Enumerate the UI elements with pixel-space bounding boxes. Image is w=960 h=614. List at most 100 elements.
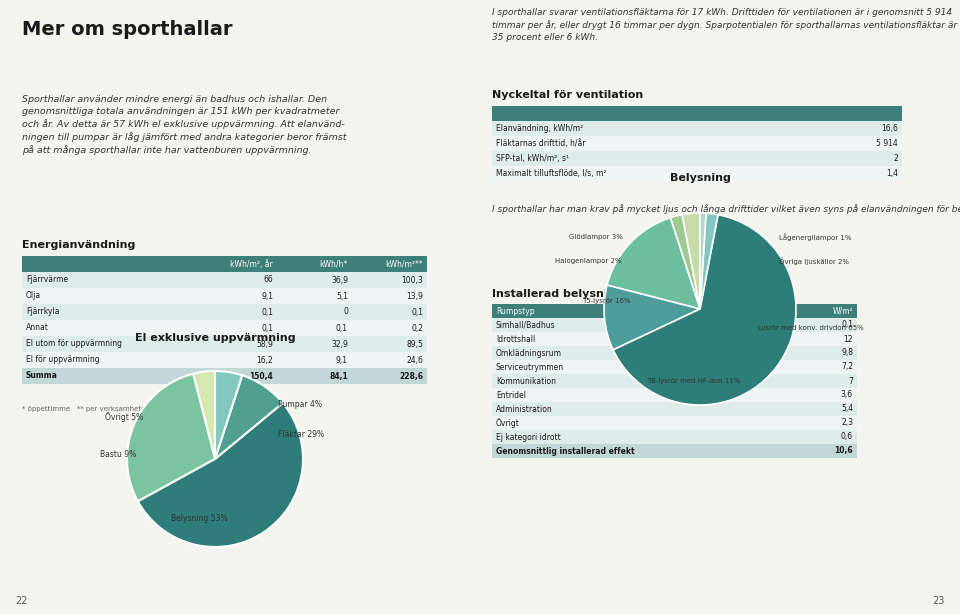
Text: 0,1: 0,1 [336, 324, 348, 333]
Bar [492, 166, 902, 181]
Text: Genomsnittlig installerad effekt: Genomsnittlig installerad effekt [496, 446, 635, 456]
Text: Kommunikation: Kommunikation [496, 376, 556, 386]
Text: 12: 12 [844, 335, 853, 343]
Text: Lågenergilampor 1%: Lågenergilampor 1% [779, 233, 852, 241]
Bar [492, 402, 857, 416]
Wedge shape [215, 375, 283, 459]
Bar [352, 352, 427, 368]
Text: Pumpar 4%: Pumpar 4% [278, 400, 323, 409]
Wedge shape [607, 218, 700, 309]
Text: Omklädningsrum: Omklädningsrum [496, 349, 562, 357]
Text: Maximalt tilluftsflöde, l/s, m²: Maximalt tilluftsflöde, l/s, m² [496, 169, 607, 178]
Text: T8-lysrör med HF-don 11%: T8-lysrör med HF-don 11% [647, 378, 741, 384]
Text: 32,9: 32,9 [331, 340, 348, 349]
Bar [492, 374, 857, 388]
Wedge shape [682, 213, 700, 309]
Text: 36,9: 36,9 [331, 276, 348, 284]
Text: 5,4: 5,4 [841, 405, 853, 413]
Bar [277, 336, 352, 352]
Bar [192, 256, 277, 272]
Bar [277, 256, 352, 272]
Text: 10,6: 10,6 [834, 446, 853, 456]
Bar [352, 368, 427, 384]
Text: Rumpstyp: Rumpstyp [496, 306, 535, 316]
Text: El för uppvärmning: El för uppvärmning [26, 356, 100, 365]
Bar [22, 352, 192, 368]
Title: El exklusive uppvärmning: El exklusive uppvärmning [134, 333, 296, 343]
Bar [352, 320, 427, 336]
Bar [277, 304, 352, 320]
Text: Övrigt: Övrigt [496, 418, 520, 428]
Bar [277, 320, 352, 336]
Text: 0,6: 0,6 [841, 432, 853, 441]
Text: Annat: Annat [26, 324, 49, 333]
Text: Övriga ljuskällor 2%: Övriga ljuskällor 2% [779, 257, 849, 265]
Text: Idrottshall: Idrottshall [496, 335, 536, 343]
Text: I sporthallar har man krav på mycket ljus och långa drifttider vilket även syns : I sporthallar har man krav på mycket lju… [492, 204, 960, 214]
Wedge shape [700, 213, 718, 309]
Bar [492, 388, 857, 402]
Wedge shape [215, 371, 242, 459]
Text: T5-lysrör 16%: T5-lysrör 16% [583, 298, 631, 305]
Bar [492, 360, 857, 374]
Text: 66: 66 [263, 276, 273, 284]
Bar [492, 151, 902, 166]
Text: Halogenlampor 2%: Halogenlampor 2% [555, 258, 621, 264]
Text: Sporthallar använder mindre energi än badhus och ishallar. Den
genomsnittliga to: Sporthallar använder mindre energi än ba… [22, 95, 347, 155]
Bar [492, 304, 857, 318]
Bar [192, 352, 277, 368]
Text: 150,4: 150,4 [250, 371, 273, 381]
Text: Simhall/Badhus: Simhall/Badhus [496, 321, 556, 330]
Bar [352, 288, 427, 304]
Bar [22, 336, 192, 352]
Text: 5 914: 5 914 [876, 139, 898, 148]
Text: * öppettimme   ** per verksamhetsyta: * öppettimme ** per verksamhetsyta [22, 406, 156, 412]
Bar [192, 288, 277, 304]
Text: 7,2: 7,2 [841, 362, 853, 371]
Text: 0,1: 0,1 [261, 324, 273, 333]
Bar [277, 288, 352, 304]
Bar [352, 272, 427, 288]
Bar [277, 272, 352, 288]
Text: Administration: Administration [496, 405, 553, 413]
Wedge shape [604, 285, 700, 350]
Bar [492, 346, 857, 360]
Text: 58,9: 58,9 [256, 340, 273, 349]
Bar [352, 304, 427, 320]
Text: Lysrör med konv. drivdon 65%: Lysrör med konv. drivdon 65% [757, 325, 863, 331]
Bar [492, 332, 857, 346]
Title: Belysning: Belysning [669, 173, 731, 183]
Bar [22, 256, 192, 272]
Text: I sporthallar svarar ventilationsfläktarna för 17 kWh. Drifttiden för ventilatio: I sporthallar svarar ventilationsfläktar… [492, 8, 957, 42]
Wedge shape [193, 371, 215, 459]
Wedge shape [700, 213, 706, 309]
Text: kWh/h*: kWh/h* [320, 260, 348, 268]
Bar [277, 368, 352, 384]
Text: 16,6: 16,6 [881, 124, 898, 133]
Bar [492, 444, 857, 458]
Bar [22, 272, 192, 288]
Bar [22, 368, 192, 384]
Bar [352, 336, 427, 352]
Bar [277, 352, 352, 368]
Text: Elanvändning, kWh/m²: Elanvändning, kWh/m² [496, 124, 584, 133]
Text: Mer om sporthallar: Mer om sporthallar [22, 20, 232, 39]
Bar [192, 320, 277, 336]
Text: Summa: Summa [26, 371, 58, 381]
Text: 2: 2 [893, 154, 898, 163]
Text: kWh/m²**: kWh/m²** [385, 260, 423, 268]
Text: 0,1: 0,1 [261, 308, 273, 316]
Bar [22, 288, 192, 304]
Text: 1,4: 1,4 [886, 169, 898, 178]
Text: Energianvändning: Energianvändning [22, 240, 135, 250]
Text: 16,2: 16,2 [256, 356, 273, 365]
Text: 24,6: 24,6 [406, 356, 423, 365]
Text: 9,1: 9,1 [336, 356, 348, 365]
Text: Fjärrkyla: Fjärrkyla [26, 308, 60, 316]
Text: 0,1: 0,1 [841, 321, 853, 330]
Bar [192, 336, 277, 352]
Text: Installerad belysningseffekt per rumpstyp: Installerad belysningseffekt per rumpsty… [492, 289, 756, 299]
Text: 0,2: 0,2 [411, 324, 423, 333]
Wedge shape [127, 374, 215, 502]
Text: 89,5: 89,5 [406, 340, 423, 349]
